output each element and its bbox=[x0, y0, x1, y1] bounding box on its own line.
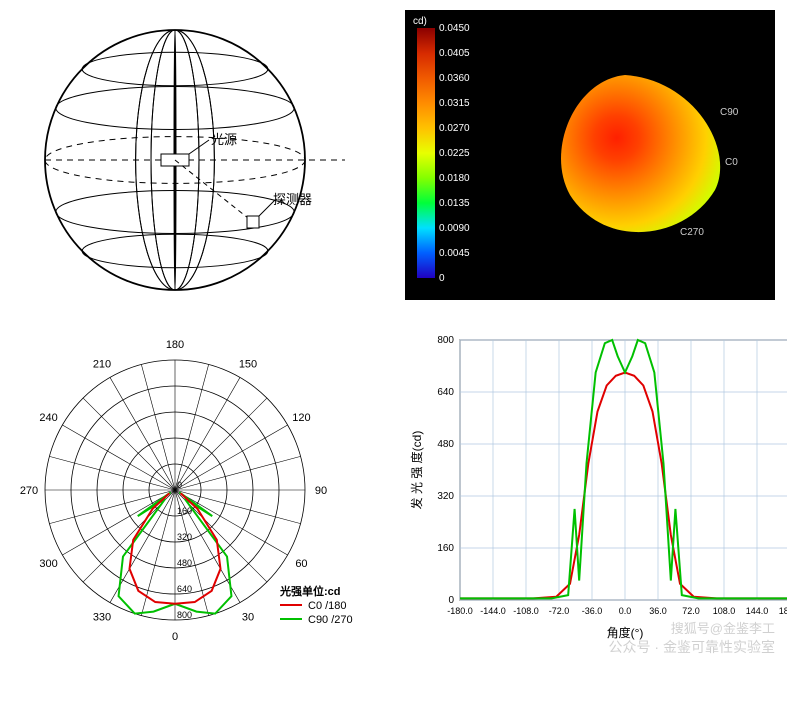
svg-text:300: 300 bbox=[39, 558, 57, 570]
svg-text:0: 0 bbox=[448, 595, 454, 606]
svg-text:0: 0 bbox=[439, 273, 445, 284]
sphere-diagram: 光源探测器 bbox=[10, 10, 380, 310]
svg-text:-72.0: -72.0 bbox=[549, 606, 570, 616]
svg-text:320: 320 bbox=[177, 532, 192, 542]
svg-text:72.0: 72.0 bbox=[682, 606, 700, 616]
svg-text:0.0405: 0.0405 bbox=[439, 48, 470, 59]
svg-text:C270: C270 bbox=[680, 227, 704, 238]
svg-text:640: 640 bbox=[437, 387, 454, 398]
svg-text:90: 90 bbox=[315, 485, 327, 497]
svg-text:光源: 光源 bbox=[211, 132, 237, 147]
svg-text:0: 0 bbox=[177, 480, 182, 490]
svg-text:0.0270: 0.0270 bbox=[439, 123, 470, 134]
svg-text:330: 330 bbox=[93, 611, 111, 623]
svg-text:cd): cd) bbox=[413, 16, 427, 27]
svg-text:30: 30 bbox=[242, 611, 254, 623]
svg-text:640: 640 bbox=[177, 584, 192, 594]
svg-text:-36.0: -36.0 bbox=[582, 606, 603, 616]
svg-text:480: 480 bbox=[177, 558, 192, 568]
svg-text:0.0135: 0.0135 bbox=[439, 198, 470, 209]
svg-text:160: 160 bbox=[177, 506, 192, 516]
svg-text:150: 150 bbox=[239, 359, 257, 371]
svg-text:0.0360: 0.0360 bbox=[439, 73, 470, 84]
svg-text:0.0: 0.0 bbox=[619, 606, 632, 616]
svg-text:144.0: 144.0 bbox=[746, 606, 769, 616]
svg-text:800: 800 bbox=[177, 610, 192, 620]
svg-text:0.0225: 0.0225 bbox=[439, 148, 470, 159]
svg-text:480: 480 bbox=[437, 439, 454, 450]
cartesian-chart: 搜狐号@金鉴李工 公众号 · 金鉴可靠性实验室 -180.0-144.0-108… bbox=[405, 325, 787, 665]
svg-text:发 光 强 度(cd): 发 光 强 度(cd) bbox=[409, 431, 424, 510]
svg-text:180: 180 bbox=[166, 339, 184, 351]
render-3d: cd) 0.0450 0.0405 0.0360 0.0315 0.0270 0.0225 0… bbox=[405, 10, 787, 310]
svg-text:180.0: 180.0 bbox=[779, 606, 787, 616]
svg-text:-108.0: -108.0 bbox=[513, 606, 539, 616]
svg-text:-144.0: -144.0 bbox=[480, 606, 506, 616]
svg-text:C0 /180: C0 /180 bbox=[308, 600, 347, 612]
svg-text:探测器: 探测器 bbox=[273, 192, 312, 207]
svg-text:角度(°): 角度(°) bbox=[607, 625, 644, 640]
svg-text:0.0090: 0.0090 bbox=[439, 223, 470, 234]
svg-text:0.0315: 0.0315 bbox=[439, 98, 470, 109]
svg-text:C0: C0 bbox=[725, 157, 738, 168]
svg-text:0.0180: 0.0180 bbox=[439, 173, 470, 184]
svg-text:210: 210 bbox=[93, 359, 111, 371]
svg-text:光强单位:cd: 光强单位:cd bbox=[279, 584, 341, 598]
svg-text:320: 320 bbox=[437, 491, 454, 502]
polar-chart: 180 210 240 270 300 330 0 30 60 90 120 150 160 320 480… bbox=[10, 325, 380, 665]
svg-text:0: 0 bbox=[172, 631, 178, 643]
svg-text:800: 800 bbox=[437, 335, 454, 346]
svg-text:C90: C90 bbox=[720, 107, 739, 118]
svg-text:0.0045: 0.0045 bbox=[439, 248, 470, 259]
svg-text:108.0: 108.0 bbox=[713, 606, 736, 616]
svg-text:-180.0: -180.0 bbox=[447, 606, 473, 616]
svg-text:270: 270 bbox=[20, 485, 38, 497]
svg-text:160: 160 bbox=[437, 543, 454, 554]
svg-text:120: 120 bbox=[292, 412, 310, 424]
svg-text:36.0: 36.0 bbox=[649, 606, 667, 616]
svg-text:C90 /270: C90 /270 bbox=[308, 614, 353, 626]
svg-text:240: 240 bbox=[39, 412, 57, 424]
svg-text:0.0450: 0.0450 bbox=[439, 23, 470, 34]
svg-text:60: 60 bbox=[295, 558, 307, 570]
